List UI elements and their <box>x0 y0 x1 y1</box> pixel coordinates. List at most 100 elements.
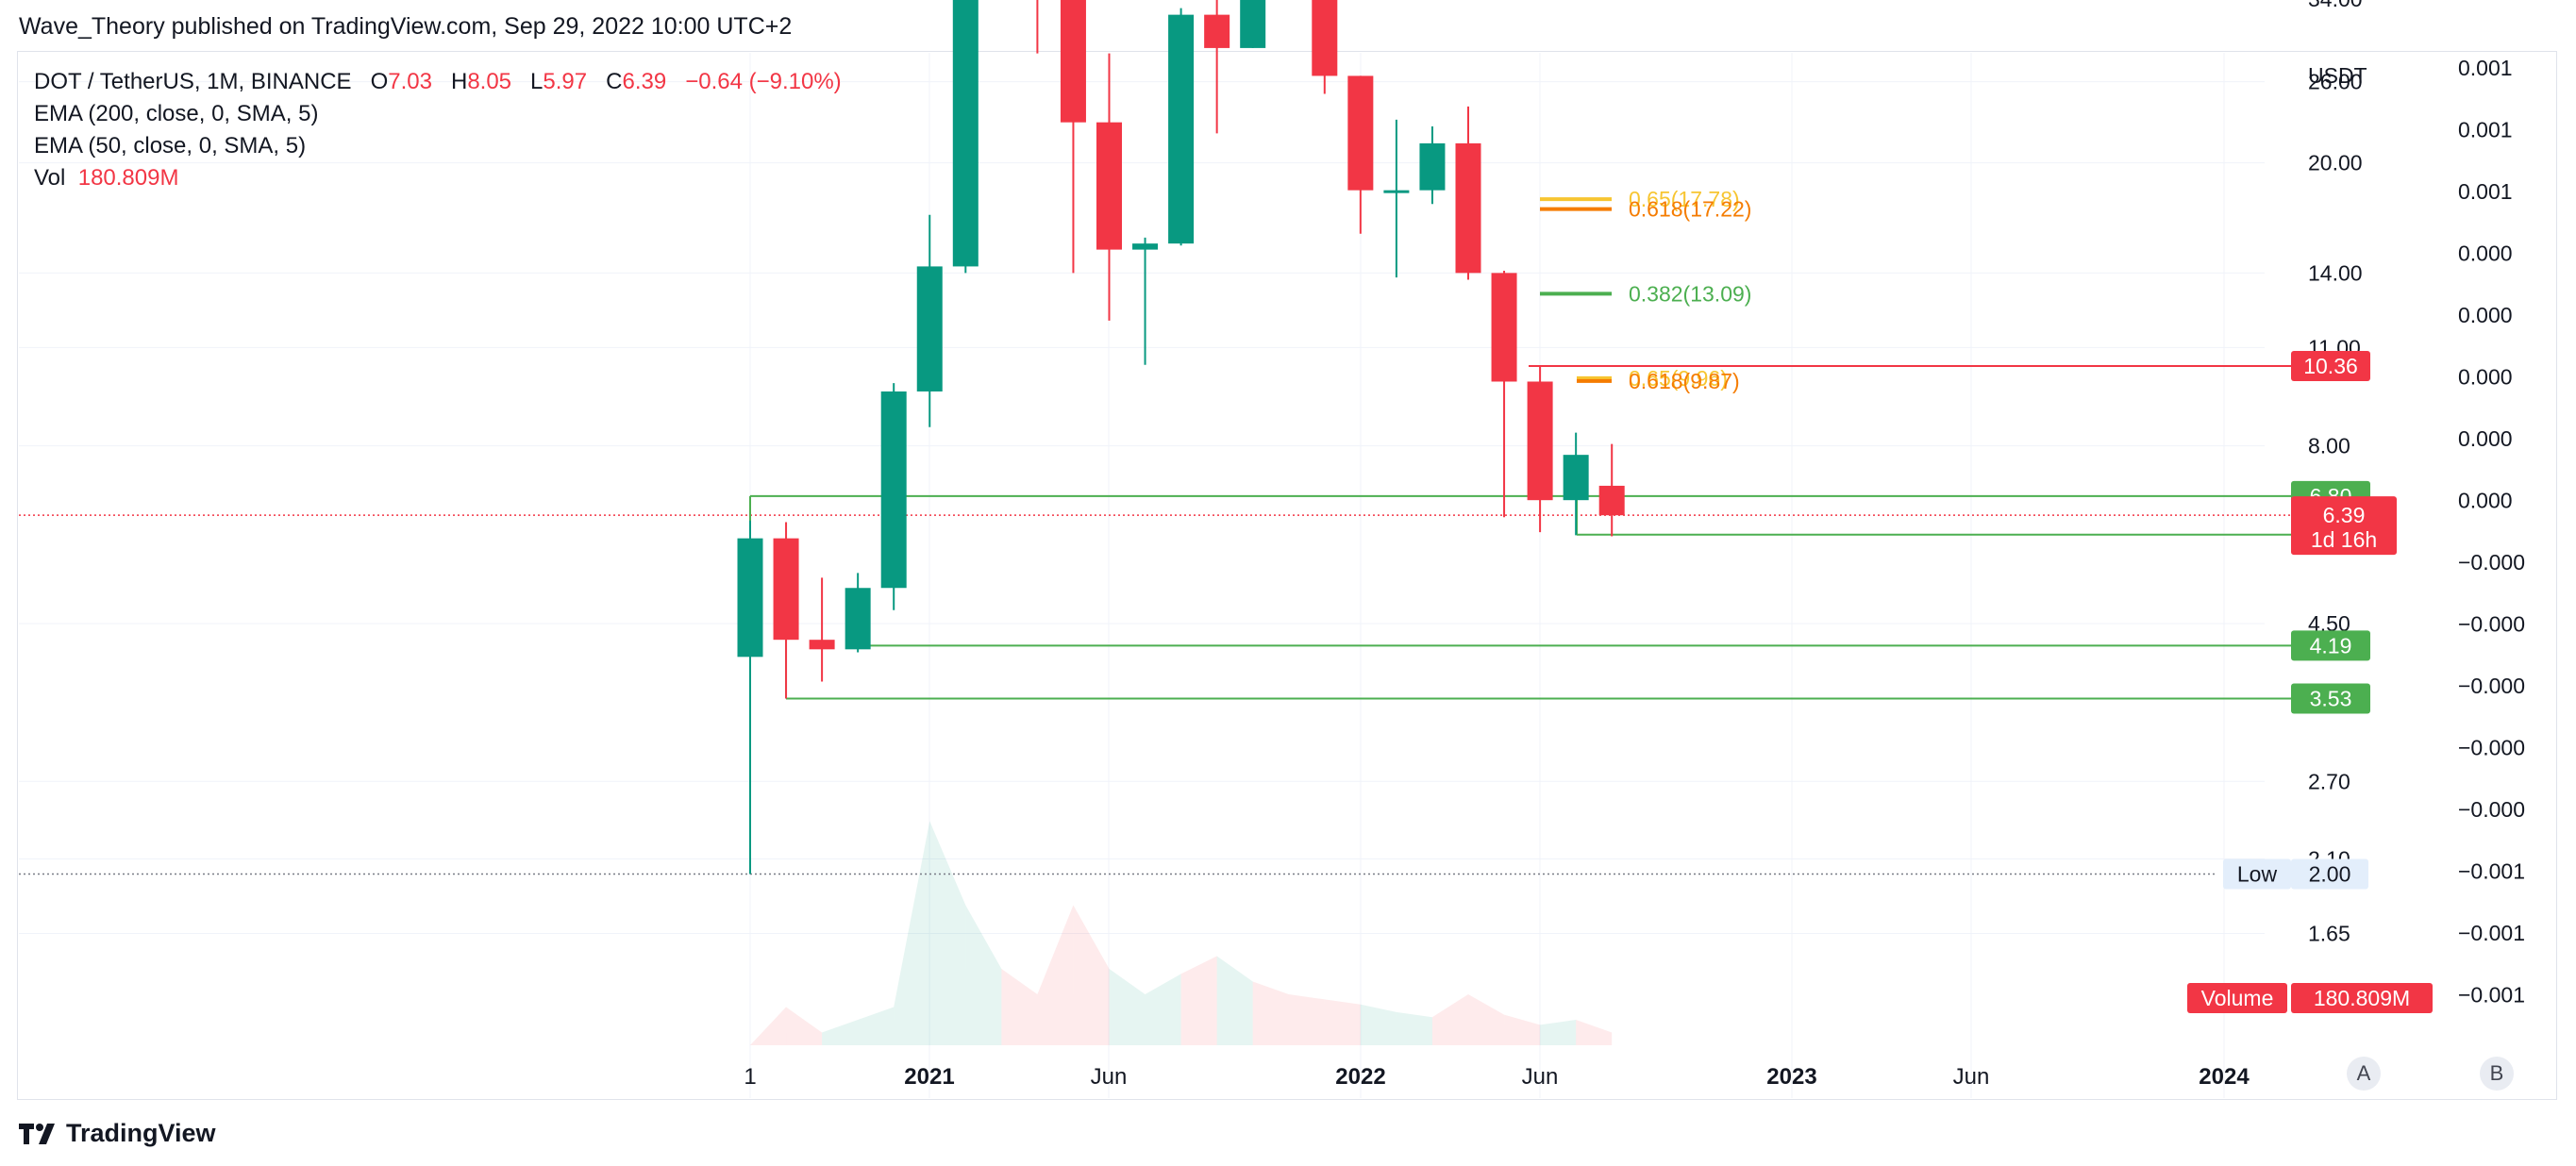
fib-level-label: 0.618(9.87) <box>1629 369 1740 393</box>
legend-vol-value: 180.809M <box>77 165 179 191</box>
volume-area-segment <box>858 1007 895 1045</box>
volume-area-segment <box>1001 969 1038 1045</box>
candle-body <box>1240 0 1266 48</box>
legend-high-label: H <box>450 69 468 94</box>
time-axis-tick: Jun <box>1953 1064 1990 1090</box>
legend-vol-label: Vol <box>34 165 66 191</box>
candle-body <box>845 588 871 650</box>
volume-tag-label-bg <box>2187 983 2287 1013</box>
volume-area-segment <box>1216 956 1253 1045</box>
volume-area-segment <box>965 905 1002 1045</box>
secondary-axis-tick: −0.001 <box>2458 983 2525 1008</box>
low-tag-value: 2.00 <box>2309 862 2351 887</box>
volume-tag-value-bg <box>2291 983 2433 1013</box>
secondary-axis-tick: 0.000 <box>2458 242 2513 266</box>
candle-body <box>1168 14 1195 244</box>
volume-area-segment <box>1360 1004 1397 1045</box>
candle-body <box>916 266 943 391</box>
volume-area-segment <box>1145 974 1181 1045</box>
volume-area-segment <box>929 821 966 1045</box>
candle-body <box>1527 381 1553 501</box>
price-axis-tick: 2.70 <box>2308 769 2350 793</box>
candle-body <box>1132 243 1159 250</box>
volume-area-segment <box>1396 1011 1432 1045</box>
volume-tag-value: 180.809M <box>2314 986 2410 1010</box>
legend-change: −0.64 (−9.10%) <box>685 69 842 94</box>
level-tag: 3.53 <box>2310 687 2352 711</box>
fib-level-label: 0.382(13.09) <box>1629 281 1751 306</box>
fib-level-label: 0.65(9.96) <box>1629 366 1728 391</box>
time-axis-tick: Jun <box>1091 1064 1128 1090</box>
fib-level-label: 0.618(17.22) <box>1629 197 1751 222</box>
price-axis-tick: 20.00 <box>2308 151 2363 175</box>
secondary-axis-tick: 0.000 <box>2458 303 2513 327</box>
candle-body <box>773 538 799 641</box>
price-axis-tick: 1.65 <box>2308 922 2350 946</box>
legend-symbol-row[interactable]: DOT / TetherUS, 1M, BINANCE O7.03 H8.05 … <box>34 66 842 98</box>
secondary-axis-tick: −0.000 <box>2458 612 2525 637</box>
price-axis-tick: 14.00 <box>2308 260 2363 285</box>
time-axis-tick: 2022 <box>1335 1064 1385 1090</box>
price-axis-currency: USDT <box>2308 63 2367 88</box>
current-price-tag-value: 6.39 <box>2323 503 2366 527</box>
fib-level-label: 0.65(17.78) <box>1629 187 1740 211</box>
legend-close-label: C <box>606 69 623 94</box>
candle-body <box>809 640 835 650</box>
candle-body <box>1491 273 1517 382</box>
candle-body <box>1419 142 1446 191</box>
volume-area-segment <box>894 821 930 1045</box>
secondary-axis-tick: −0.001 <box>2458 859 2525 884</box>
price-axis-tick: 34.00 <box>2308 0 2363 11</box>
footer: TradingView <box>19 1119 216 1148</box>
volume-area-segment <box>822 1020 859 1045</box>
publisher-line: Wave_Theory published on TradingView.com… <box>19 13 793 40</box>
candle-body <box>1096 122 1122 250</box>
low-tag-label: Low <box>2237 862 2278 887</box>
time-axis-tick: Jun <box>1522 1064 1559 1090</box>
scale-auto-button[interactable]: A <box>2347 1057 2381 1091</box>
legend-low-value: 5.97 <box>543 69 588 94</box>
volume-area-segment <box>750 1007 787 1045</box>
volume-area-segment <box>1431 994 1468 1045</box>
legend-low-label: L <box>530 69 544 94</box>
secondary-axis-tick: −0.000 <box>2458 550 2525 575</box>
legend-ema50[interactable]: EMA (50, close, 0, SMA, 5) <box>34 133 307 158</box>
legend-open-value: 7.03 <box>388 69 432 94</box>
candle-body <box>1204 14 1230 48</box>
secondary-axis-tick: 0.000 <box>2458 489 2513 513</box>
secondary-axis-tick: 0.000 <box>2458 426 2513 451</box>
volume-tag-label: Volume <box>2201 986 2274 1010</box>
low-tag-value-bg <box>2291 858 2368 890</box>
level-tag: 4.19 <box>2310 633 2352 658</box>
chart-frame <box>17 51 2557 1100</box>
legend-symbol: DOT / TetherUS, 1M, BINANCE <box>34 69 352 94</box>
secondary-axis-tick: 0.001 <box>2458 118 2513 142</box>
time-axis-tick: 2024 <box>2199 1064 2250 1090</box>
candle-body <box>1312 0 1338 76</box>
legend-high-value: 8.05 <box>467 69 512 94</box>
secondary-axis-tick: −0.001 <box>2458 921 2525 945</box>
legend-ema200[interactable]: EMA (200, close, 0, SMA, 5) <box>34 101 319 126</box>
legend-volume-row[interactable]: Vol 180.809M <box>34 162 842 194</box>
low-tag-label-bg <box>2223 858 2291 890</box>
secondary-axis-tick: −0.000 <box>2458 736 2525 760</box>
candle-body <box>1060 0 1086 123</box>
volume-area-segment <box>1576 1020 1613 1045</box>
price-axis-tick: 26.00 <box>2308 70 2363 94</box>
candle-body <box>1455 142 1481 274</box>
scale-b-button[interactable]: B <box>2480 1057 2514 1091</box>
volume-area-segment <box>1252 981 1289 1045</box>
volume-area-segment <box>1468 994 1505 1045</box>
candle-body <box>952 0 979 267</box>
time-axis-tick: 2021 <box>904 1064 954 1090</box>
volume-area-segment <box>1324 999 1361 1045</box>
volume-area-segment <box>1504 1014 1541 1045</box>
volume-area-segment <box>1073 905 1110 1045</box>
footer-brand: TradingView <box>66 1119 216 1147</box>
current-price-countdown: 1d 16h <box>2311 527 2377 552</box>
tradingview-logo-icon <box>19 1123 57 1144</box>
secondary-axis-tick: 0.000 <box>2458 365 2513 390</box>
current-price-tag-bg <box>2291 496 2397 556</box>
volume-area-segment <box>1037 905 1074 1045</box>
